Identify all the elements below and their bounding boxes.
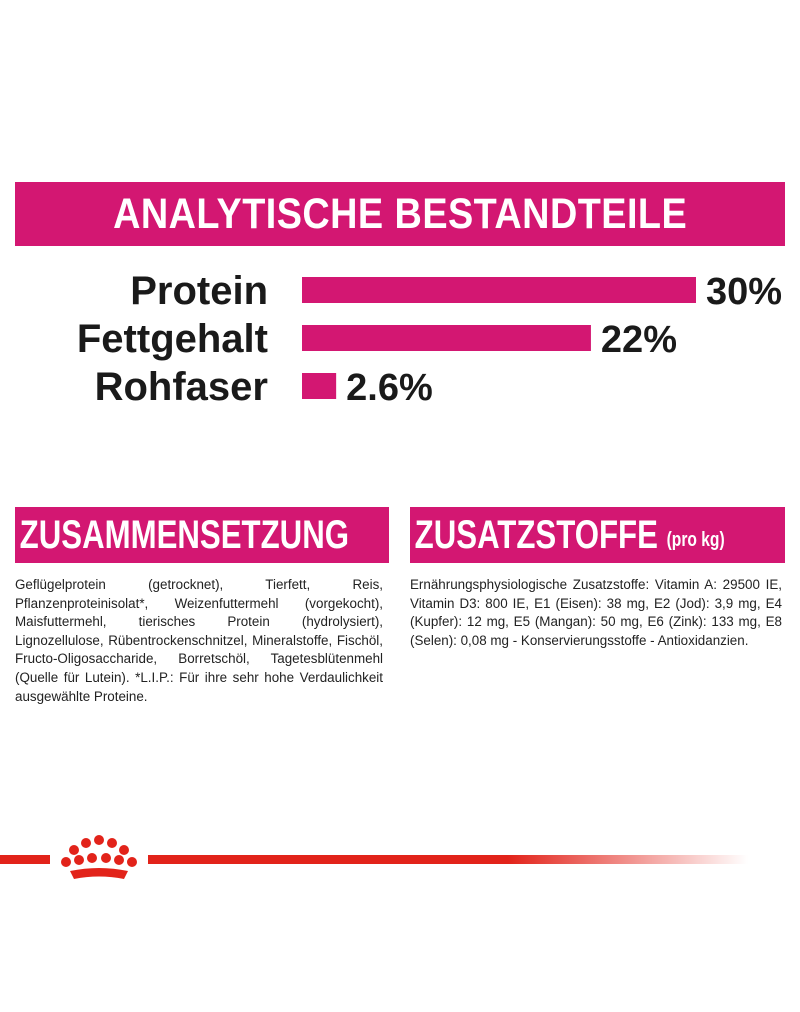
composition-header: ZUSAMMENSETZUNG — [15, 507, 389, 563]
additives-title: ZUSATZSTOFFE — [414, 512, 658, 557]
bar-fettgehalt — [302, 325, 591, 351]
footer-divider — [0, 835, 748, 879]
additives-unit: (pro kg) — [666, 528, 725, 551]
value-label-protein: 30% — [706, 271, 782, 313]
additives-text: Ernährungsphysiologische Zusatzstoffe: V… — [410, 577, 782, 648]
crown-icon — [61, 835, 137, 879]
category-label-fettgehalt: Fettgehalt — [77, 317, 268, 361]
category-label-rohfaser: Rohfaser — [95, 365, 268, 409]
composition-title: ZUSAMMENSETZUNG — [19, 512, 350, 557]
bar-rohfaser — [302, 373, 337, 399]
analytics-banner: ANALYTISCHE BESTANDTEILE — [15, 182, 785, 246]
additives-header: ZUSATZSTOFFE (pro kg) — [410, 507, 785, 563]
category-label-protein: Protein — [130, 269, 268, 313]
value-label-rohfaser: 2.6% — [346, 367, 433, 409]
banner-title: ANALYTISCHE BESTANDTEILE — [112, 189, 688, 238]
bar-protein — [302, 277, 696, 303]
nutrient-bar-chart: Protein 30% Fettgehalt 22% Rohfaser 2.6% — [77, 269, 782, 409]
value-label-fettgehalt: 22% — [601, 319, 677, 361]
composition-text: Geflügelprotein (getrocknet), Tierfett, … — [15, 577, 383, 704]
footer-line-right — [148, 855, 748, 864]
footer-line-left — [0, 855, 50, 864]
